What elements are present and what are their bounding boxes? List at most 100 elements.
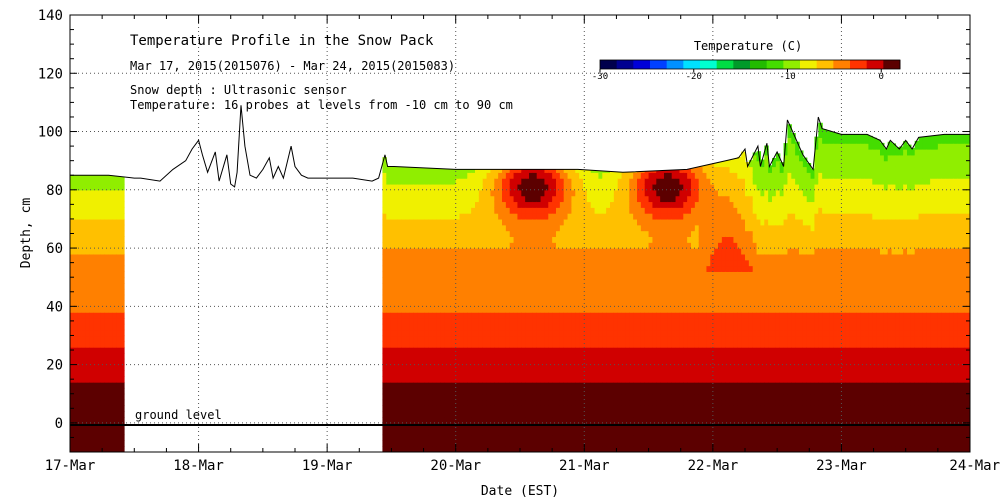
heatmap-cell xyxy=(421,422,426,430)
heatmap-cell xyxy=(409,417,414,424)
heatmap-cell xyxy=(413,207,418,214)
heatmap-cell xyxy=(617,283,623,290)
heatmap-cell xyxy=(606,352,611,360)
heatmap-cell xyxy=(513,411,519,418)
heatmap-cell xyxy=(540,195,546,203)
heatmap-cell xyxy=(417,218,422,226)
heatmap-cell xyxy=(97,364,102,372)
heatmap-cell xyxy=(637,317,642,325)
heatmap-cell xyxy=(93,440,98,447)
heatmap-cell xyxy=(413,434,418,441)
heatmap-cell xyxy=(521,300,526,307)
heatmap-cell xyxy=(548,370,553,377)
heatmap-cell xyxy=(567,172,573,179)
heatmap-cell xyxy=(563,405,569,412)
heatmap-cell xyxy=(494,169,499,173)
heatmap-cell xyxy=(104,434,110,441)
heatmap-cell xyxy=(540,323,546,331)
heatmap-cell xyxy=(382,166,387,173)
heatmap-cell xyxy=(529,335,534,342)
heatmap-cell xyxy=(494,440,499,447)
heatmap-cell xyxy=(583,422,588,430)
heatmap-cell xyxy=(112,317,117,325)
heatmap-cell xyxy=(652,317,657,325)
heatmap-cell xyxy=(444,405,449,412)
heatmap-cell xyxy=(610,352,615,360)
heatmap-cell xyxy=(679,201,684,208)
heatmap-cell xyxy=(702,166,708,173)
heatmap-cell xyxy=(675,178,681,185)
heatmap-cell xyxy=(529,259,534,267)
heatmap-cell xyxy=(93,382,98,389)
heatmap-cell xyxy=(85,248,90,255)
heatmap-cell xyxy=(567,376,573,383)
heatmap-cell xyxy=(112,411,117,418)
heatmap-cell xyxy=(471,352,476,360)
heatmap-cell xyxy=(81,283,87,290)
heatmap-cell xyxy=(610,277,615,284)
heatmap-cell xyxy=(617,399,623,406)
heatmap-cell xyxy=(548,428,553,436)
heatmap-cell xyxy=(617,172,623,179)
heatmap-cell xyxy=(494,178,499,185)
heatmap-cell xyxy=(563,248,569,255)
heatmap-cell xyxy=(652,417,657,424)
heatmap-cell xyxy=(428,294,434,302)
heatmap-cell xyxy=(571,393,576,401)
heatmap-cell xyxy=(602,178,607,185)
heatmap-cell xyxy=(621,446,627,452)
heatmap-cell xyxy=(509,294,515,302)
heatmap-cell xyxy=(687,393,692,401)
heatmap-cell xyxy=(478,341,484,348)
heatmap-cell xyxy=(594,376,600,383)
heatmap-cell xyxy=(97,300,102,307)
heatmap-cell xyxy=(100,201,106,208)
heatmap-cell xyxy=(93,317,98,325)
heatmap-cell xyxy=(610,382,615,389)
heatmap-cell xyxy=(482,434,488,441)
heatmap-cell xyxy=(671,428,677,436)
heatmap-cell xyxy=(386,172,391,179)
heatmap-cell xyxy=(486,172,492,179)
heatmap-cell xyxy=(85,283,90,290)
heatmap-cell xyxy=(498,218,503,226)
heatmap-cell xyxy=(679,393,684,401)
heatmap-cell xyxy=(417,393,422,401)
heatmap-cell xyxy=(436,364,441,372)
heatmap-cell xyxy=(529,312,534,319)
heatmap-cell xyxy=(625,218,630,226)
heatmap-cell xyxy=(100,271,106,278)
heatmap-cell xyxy=(579,434,584,441)
heatmap-cell xyxy=(621,224,627,232)
heatmap-cell xyxy=(552,248,557,255)
heatmap-cell xyxy=(579,172,584,179)
heatmap-cell xyxy=(629,183,634,191)
heatmap-cell xyxy=(448,341,453,348)
heatmap-cell xyxy=(660,189,665,197)
heatmap-cell xyxy=(494,364,499,372)
heatmap-cell xyxy=(482,283,488,290)
heatmap-cell xyxy=(714,259,719,267)
heatmap-cell xyxy=(502,382,507,389)
heatmap-cell xyxy=(571,288,576,296)
heatmap-cell xyxy=(409,422,414,430)
heatmap-cell xyxy=(718,364,723,372)
heatmap-cell xyxy=(702,370,708,377)
heatmap-cell xyxy=(405,364,411,372)
heatmap-cell xyxy=(382,160,387,168)
heatmap-cell xyxy=(70,248,75,255)
heatmap-cell xyxy=(486,358,492,366)
heatmap-cell xyxy=(637,218,642,226)
heatmap-cell xyxy=(617,265,623,272)
heatmap-cell xyxy=(664,218,669,226)
heatmap-cell xyxy=(382,277,387,284)
heatmap-cell xyxy=(108,195,114,203)
heatmap-cell xyxy=(475,382,480,389)
heatmap-cell xyxy=(463,417,468,424)
heatmap-cell xyxy=(440,393,445,401)
heatmap-cell xyxy=(556,183,561,191)
heatmap-cell xyxy=(702,294,708,302)
heatmap-cell xyxy=(451,428,457,436)
heatmap-cell xyxy=(436,358,441,366)
heatmap-cell xyxy=(694,201,700,208)
